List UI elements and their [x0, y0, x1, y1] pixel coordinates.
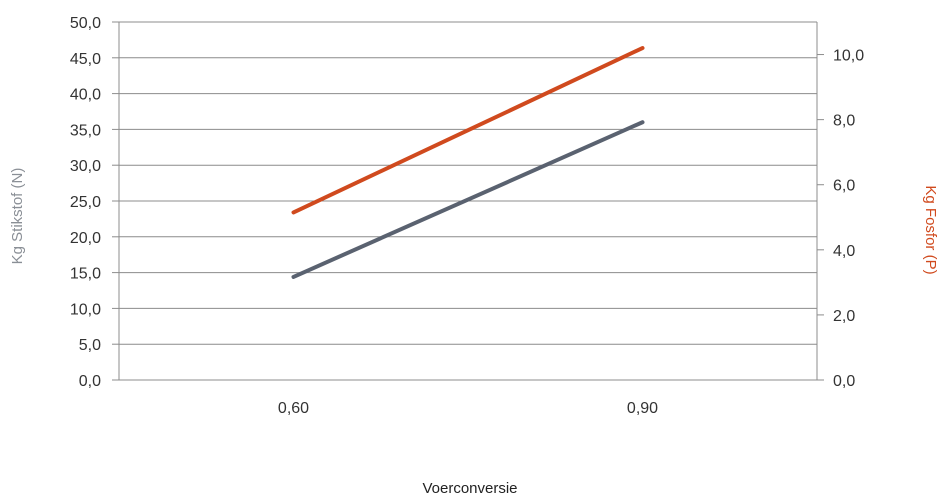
left-tick-label: 0,0 — [79, 373, 101, 390]
left-tick-label: 20,0 — [70, 230, 101, 247]
x-axis-tick-labels: 0,60 0,90 — [278, 400, 658, 417]
right-tick-label: 8,0 — [833, 113, 855, 130]
series-lines — [291, 46, 645, 279]
left-tick-label: 5,0 — [79, 337, 101, 354]
right-tick-label: 6,0 — [833, 178, 855, 195]
series-line-fosfor — [291, 46, 645, 215]
right-axis-title: Kg Fosfor (P) — [922, 185, 939, 274]
left-tick-label: 10,0 — [70, 301, 101, 318]
left-tick-label: 40,0 — [70, 87, 101, 104]
left-tick-label: 30,0 — [70, 158, 101, 175]
left-tick-label: 15,0 — [70, 266, 101, 283]
left-tick-label: 45,0 — [70, 51, 101, 68]
x-tick-label: 0,60 — [278, 400, 309, 417]
series-line-stikstof — [291, 120, 645, 279]
right-tick-label: 0,0 — [833, 373, 855, 390]
right-axis-tick-labels: 0,0 2,0 4,0 6,0 8,0 10,0 — [833, 48, 864, 390]
left-axis-tick-labels: 0,0 5,0 10,0 15,0 20,0 25,0 30,0 35,0 40,0 45,0 50… — [70, 15, 101, 390]
x-tick-label: 0,90 — [627, 400, 658, 417]
left-tick-label: 50,0 — [70, 15, 101, 32]
right-tick-label: 2,0 — [833, 308, 855, 325]
right-tick-label: 4,0 — [833, 243, 855, 260]
left-tick-label: 35,0 — [70, 122, 101, 139]
left-tick-label: 25,0 — [70, 194, 101, 211]
gridlines — [112, 21, 824, 381]
left-axis-title: Kg Stikstof (N) — [9, 168, 26, 265]
right-tick-label: 10,0 — [833, 48, 864, 65]
x-axis-title: Voerconversie — [422, 480, 517, 495]
